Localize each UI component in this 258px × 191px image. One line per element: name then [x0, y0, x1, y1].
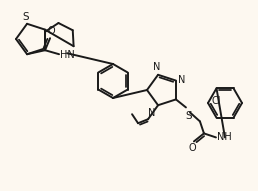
Text: NH: NH: [217, 132, 232, 142]
Text: O: O: [188, 143, 196, 153]
Text: Cl: Cl: [211, 96, 221, 106]
Text: S: S: [186, 111, 192, 121]
Text: S: S: [23, 12, 29, 22]
Text: HN: HN: [60, 50, 75, 60]
Text: O: O: [47, 26, 55, 36]
Text: N: N: [153, 62, 161, 72]
Text: N: N: [178, 75, 185, 85]
Text: N: N: [148, 108, 155, 118]
